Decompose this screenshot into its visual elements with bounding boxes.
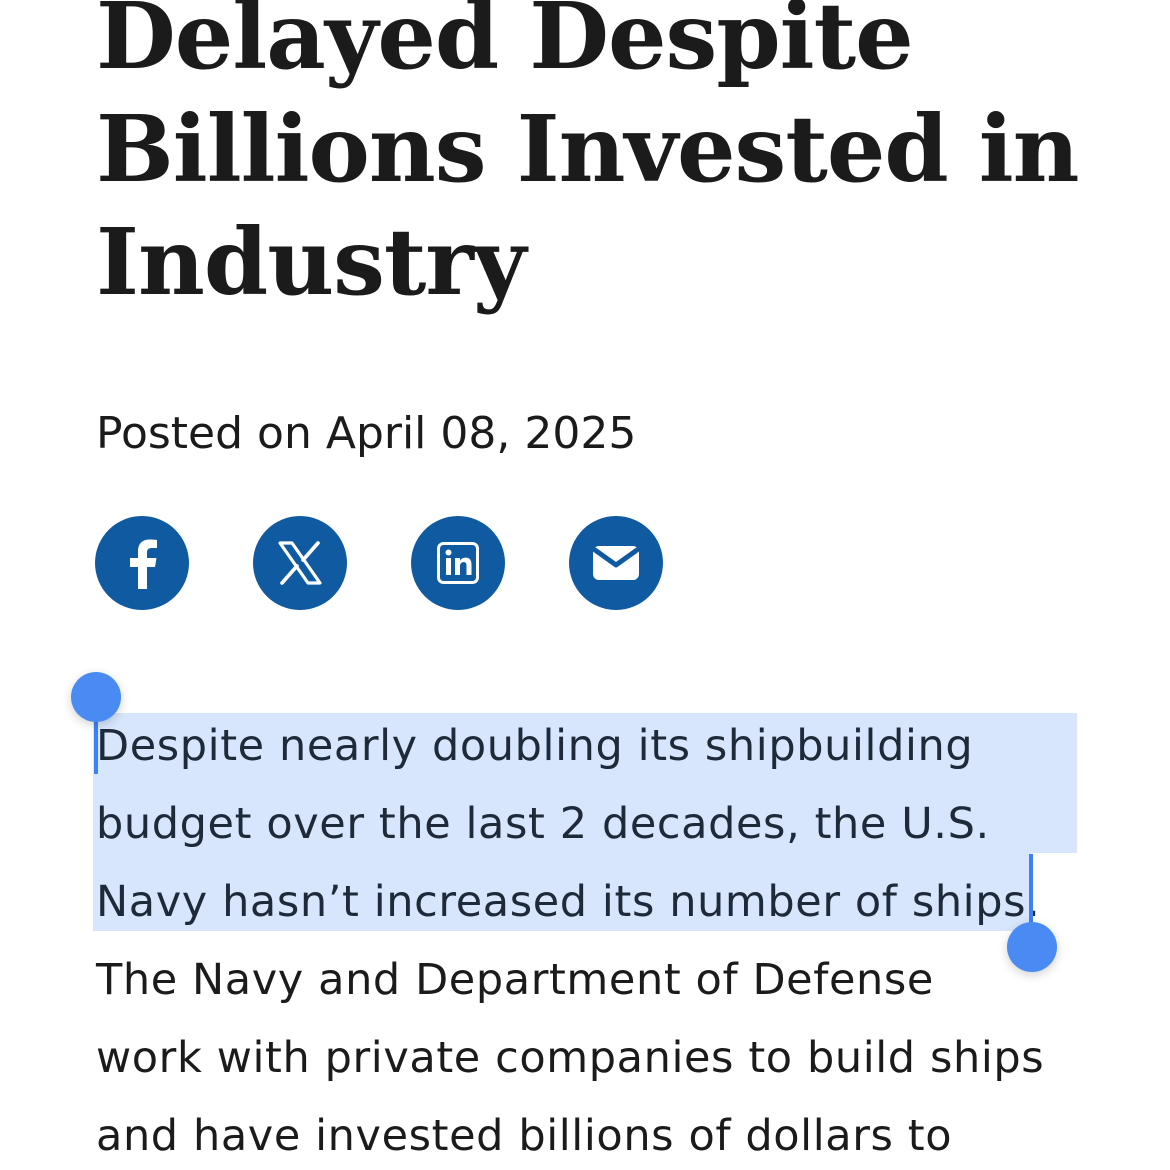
- share-x-button[interactable]: [253, 516, 347, 610]
- share-email-button[interactable]: [569, 516, 663, 610]
- facebook-icon: [130, 539, 157, 589]
- selection-highlight: [93, 713, 1077, 853]
- x-icon: [278, 541, 322, 585]
- article-headline: Delayed Despite Billions Invested in Ind…: [96, 0, 1136, 319]
- body-line-1: Despite nearly doubling its shipbuilding: [96, 721, 974, 771]
- headline-line-1: Delayed Despite: [96, 0, 914, 90]
- posted-date: Posted on April 08, 2025: [96, 408, 637, 459]
- selection-highlight-end: [93, 853, 1031, 931]
- headline-line-2: Billions Invested in: [96, 95, 1080, 203]
- body-line-2: budget over the last 2 decades, the U.S.: [96, 799, 990, 849]
- selection-start-caret: [94, 712, 98, 774]
- selection-start-handle[interactable]: [71, 672, 121, 722]
- headline-line-3: Industry: [96, 208, 526, 316]
- selection-end-caret: [1029, 854, 1033, 926]
- body-line-5: work with private companies to build shi…: [96, 1033, 1045, 1083]
- body-line-6: and have invested billions of dollars to: [96, 1111, 953, 1161]
- selection-end-handle[interactable]: [1007, 922, 1057, 972]
- share-linkedin-button[interactable]: [411, 516, 505, 610]
- linkedin-icon: [437, 542, 479, 584]
- body-line-4: The Navy and Department of Defense: [96, 955, 934, 1005]
- share-facebook-button[interactable]: [95, 516, 189, 610]
- email-icon: [592, 546, 640, 580]
- body-line-3: Navy hasn’t increased its number of ship…: [96, 877, 1041, 927]
- share-buttons: [95, 516, 695, 612]
